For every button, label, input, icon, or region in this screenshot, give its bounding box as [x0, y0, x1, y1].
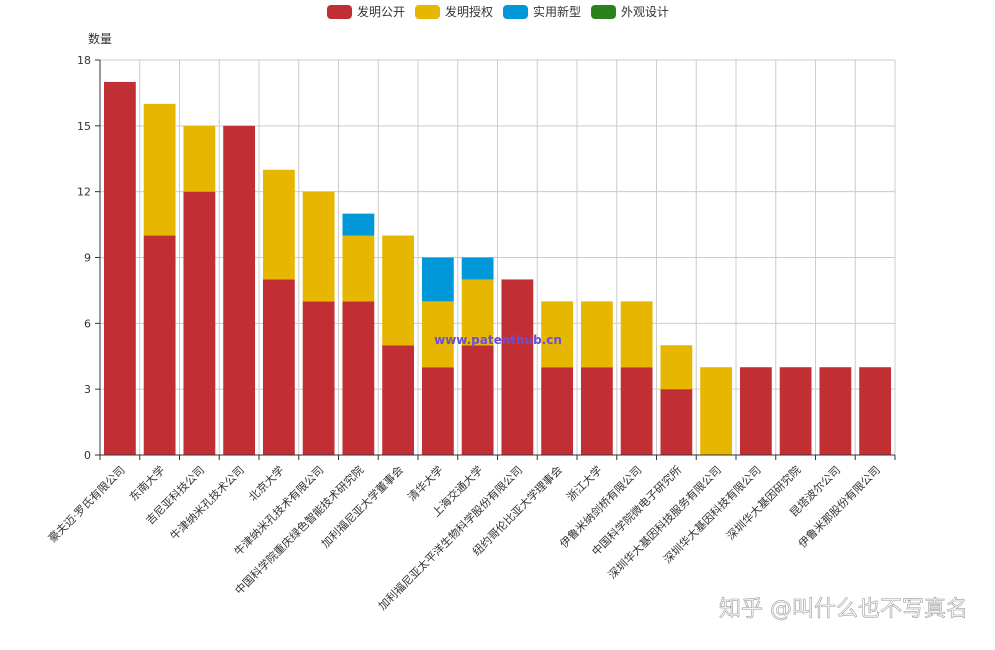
bar-segment[interactable]: [302, 191, 335, 302]
grid: [100, 59, 896, 455]
y-tick-label: 6: [84, 317, 91, 330]
x-tick-label: 深圳华大基因研究院: [724, 463, 804, 543]
y-tick-labels: 0 3 6 9 12 15 18: [77, 54, 91, 462]
bar-segment[interactable]: [859, 367, 892, 455]
bar-segment[interactable]: [262, 169, 295, 280]
bar-segment[interactable]: [421, 301, 454, 368]
y-tick-label: 12: [77, 186, 91, 199]
x-tick-label: 北京大学: [246, 463, 287, 504]
zhihu-watermark: 知乎 @叫什么也不写真名: [719, 597, 968, 622]
legend-item[interactable]: 发明授权: [415, 4, 493, 19]
bar-segment[interactable]: [143, 235, 176, 455]
bar-segment[interactable]: [779, 367, 812, 455]
bar-segment[interactable]: [700, 367, 733, 455]
bar-segment[interactable]: [421, 257, 454, 302]
bar-segment[interactable]: [183, 191, 216, 455]
legend-label: 发明授权: [445, 4, 493, 19]
bar-segment[interactable]: [223, 125, 256, 455]
bar-segment[interactable]: [342, 235, 375, 302]
bar-segment[interactable]: [620, 301, 653, 368]
bar-segment[interactable]: [580, 301, 613, 368]
legend-label: 外观设计: [621, 5, 669, 19]
legend-item[interactable]: 实用新型: [503, 4, 581, 19]
bar-segment[interactable]: [342, 301, 375, 455]
bar-segment[interactable]: [819, 367, 852, 455]
bar-segment[interactable]: [461, 279, 494, 346]
bar-segment[interactable]: [382, 345, 415, 455]
x-tick-label: 牛津纳米孔技术公司: [167, 463, 247, 543]
y-tick-label: 3: [84, 383, 91, 396]
bars: [103, 81, 892, 455]
legend-swatch: [591, 5, 616, 19]
bar-segment[interactable]: [541, 367, 574, 455]
bar-segment[interactable]: [262, 279, 295, 455]
bar-segment[interactable]: [461, 345, 494, 455]
legend: 发明公开 发明授权 实用新型 外观设计: [327, 4, 669, 19]
y-axis-label: 数量: [88, 31, 112, 46]
bar-segment[interactable]: [143, 103, 176, 236]
bar-segment[interactable]: [660, 345, 693, 390]
y-tick-label: 0: [84, 449, 91, 462]
legend-item[interactable]: 外观设计: [591, 5, 669, 19]
bar-segment[interactable]: [342, 213, 375, 236]
y-tick-label: 18: [77, 54, 91, 67]
x-tick-label: 加利福尼亚太平洋生物科学股份有限公司: [375, 463, 525, 613]
bar-segment[interactable]: [302, 301, 335, 455]
legend-item[interactable]: 发明公开: [327, 4, 405, 19]
bar-segment[interactable]: [660, 389, 693, 455]
watermark-text: www.patenthub.cn: [434, 333, 562, 347]
bar-segment[interactable]: [382, 235, 415, 346]
bar-segment[interactable]: [421, 367, 454, 455]
x-tick-label: 清华大学: [405, 463, 446, 504]
axes: [95, 59, 896, 460]
x-tick-label: 豪夫迈·罗氏有限公司: [45, 463, 127, 545]
bar-segment[interactable]: [501, 279, 534, 455]
bar-segment[interactable]: [620, 367, 653, 455]
bar-segment[interactable]: [739, 367, 772, 455]
bar-segment[interactable]: [183, 125, 216, 192]
legend-label: 发明公开: [357, 4, 405, 19]
bar-segment[interactable]: [461, 257, 494, 280]
x-tick-label: 东南大学: [126, 463, 167, 504]
legend-swatch: [503, 5, 528, 19]
legend-swatch: [327, 5, 352, 19]
bar-segment[interactable]: [103, 81, 136, 455]
legend-swatch: [415, 5, 440, 19]
legend-label: 实用新型: [533, 4, 581, 19]
bar-segment[interactable]: [541, 301, 574, 368]
y-tick-label: 9: [84, 252, 91, 265]
x-tick-label: 浙江大学: [564, 463, 605, 504]
y-tick-label: 15: [77, 120, 91, 133]
bar-segment[interactable]: [580, 367, 613, 455]
